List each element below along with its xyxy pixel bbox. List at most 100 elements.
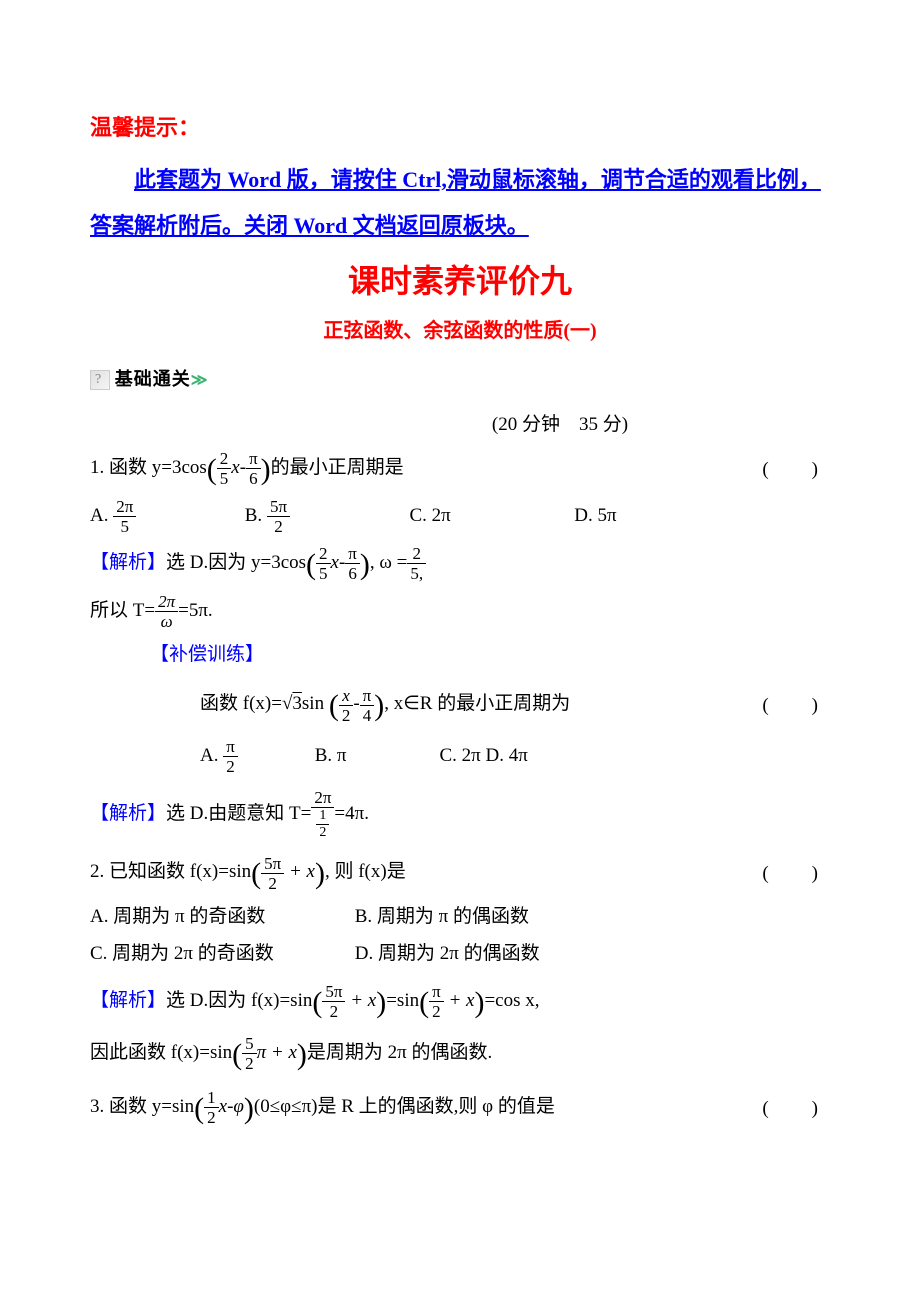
- q1-om-d: 5,: [407, 564, 426, 582]
- q2-optD: D. 周期为 2π 的偶函数: [355, 943, 540, 964]
- q1-suffix: 的最小正周期是: [271, 457, 404, 478]
- q2-options-cd: C. 周期为 2π 的奇函数 D. 周期为 2π 的偶函数: [90, 939, 830, 969]
- q1-optB-num: 5π: [267, 498, 290, 517]
- q1-optC: C. 2π: [410, 501, 570, 531]
- q2-f2n: π: [429, 983, 444, 1002]
- supp-optD: D. 4π: [486, 745, 528, 766]
- question-2: 2. 已知函数 f(x)=sin(5π2 + x), 则 f(x)是 ( ): [90, 850, 830, 898]
- q2-f1d: 2: [322, 1002, 345, 1020]
- supp-optA-n: π: [223, 738, 238, 757]
- hint-title: 温馨提示：: [90, 110, 830, 145]
- q1a-f1d: 5: [316, 564, 331, 582]
- instruction-text: 此套题为 Word 版，请按住 Ctrl,滑动鼠标滚轴，调节合适的观看比例，答案…: [90, 157, 830, 249]
- q3-fd: 2: [204, 1108, 219, 1126]
- time-info: (20 分钟 35 分): [90, 410, 830, 440]
- q1-optA-den: 5: [113, 517, 136, 535]
- q1-var: x: [231, 457, 239, 478]
- analysis-label: 【解析】: [90, 552, 166, 573]
- q1-frac1-den: 5: [217, 469, 232, 487]
- supp-analysis: 【解析】选 D.由题意知 T=2π12 =4π.: [90, 789, 830, 840]
- q2-optA: A. 周期为 π 的奇函数: [90, 902, 350, 932]
- q2-options-ab: A. 周期为 π 的奇函数 B. 周期为 π 的偶函数: [90, 902, 830, 932]
- q2-suffix: , 则 f(x)是: [325, 861, 406, 882]
- q2-optB: B. 周期为 π 的偶函数: [355, 906, 529, 927]
- q3-phi: x-φ: [219, 1096, 244, 1117]
- q1-ana-1b: , ω =: [370, 552, 407, 573]
- q2-prefix: 2. 已知函数 f(x)=sin: [90, 861, 251, 882]
- supp-prefix: 函数 f(x)=: [200, 693, 282, 714]
- supplement-question: 函数 f(x)=√3sin (x2-π4), x∈R 的最小正周期为 ( ): [200, 682, 830, 730]
- q1-frac1-num: 2: [217, 450, 232, 469]
- q1-ana-1a: 选 D.因为 y=3cos: [166, 552, 306, 573]
- supp-sin: sin: [302, 693, 329, 714]
- q2-pix: π + x: [257, 1042, 297, 1063]
- q2-ana-1a: 选 D.因为 f(x)=sin: [166, 990, 312, 1011]
- supp-sqrt: 3: [292, 693, 302, 714]
- q2-fn: 5π: [261, 855, 284, 874]
- supp-Tdd: 2: [316, 825, 329, 840]
- section-label: 基础通关: [115, 369, 191, 389]
- supp-f1d: 2: [339, 706, 354, 724]
- question-mark-icon: [90, 370, 110, 390]
- supp-optB: B. π: [315, 741, 435, 771]
- q2-px: + x: [284, 861, 315, 882]
- q2-analysis-2: 因此函数 f(x)=sin(52π + x)是周期为 2π 的偶函数.: [90, 1031, 830, 1079]
- q2-px3: + x: [444, 990, 475, 1011]
- q1-ana-2b: =5π.: [178, 600, 213, 621]
- q2-f3n: 5: [242, 1035, 257, 1054]
- q2-analysis-1: 【解析】选 D.因为 f(x)=sin(5π2 + x)=sin(π2 + x)…: [90, 979, 830, 1027]
- section-banner: 基础通关≫: [90, 365, 205, 396]
- q3-prefix: 3. 函数 y=sin: [90, 1096, 194, 1117]
- q3-cond: (0≤φ≤π)是 R 上的偶函数,则 φ 的值是: [254, 1096, 555, 1117]
- supp-f2n: π: [360, 687, 375, 706]
- q1a-f2d: 6: [345, 564, 360, 582]
- q1-frac2-den: 6: [246, 469, 261, 487]
- q1-om-n: 2: [407, 545, 426, 564]
- sub-title: 正弦函数、余弦函数的性质(一): [90, 315, 830, 347]
- supp-optA-d: 2: [223, 757, 238, 775]
- q1-options: A. 2π5 B. 5π2 C. 2π D. 5π: [90, 498, 830, 535]
- q2-fd: 2: [261, 874, 284, 892]
- q2-ana-2a: 因此函数 f(x)=sin: [90, 1042, 232, 1063]
- q1-ana-2a: 所以 T=: [90, 600, 155, 621]
- q1-optB-den: 2: [267, 517, 290, 535]
- q2-ana-1b: =sin: [386, 990, 419, 1011]
- supp-optC: C. 2π: [440, 745, 481, 766]
- supp-f2d: 4: [360, 706, 375, 724]
- q2-ana-2b: 是周期为 2π 的偶函数.: [307, 1042, 492, 1063]
- supp-suffix: , x∈R 的最小正周期为: [384, 693, 570, 714]
- q1-analysis-1: 【解析】选 D.因为 y=3cos(25x-π6), ω =25,: [90, 541, 830, 589]
- answer-blank: ( ): [762, 455, 830, 485]
- q1-T-n: 2π: [155, 593, 178, 612]
- q2-px2: + x: [345, 990, 376, 1011]
- supp-Tdn: 1: [316, 809, 329, 825]
- supp-Tn: 2π: [311, 789, 334, 808]
- question-3: 3. 函数 y=sin(12x-φ)(0≤φ≤π)是 R 上的偶函数,则 φ 的…: [90, 1085, 830, 1133]
- q2-ana-1c: =cos x,: [484, 990, 539, 1011]
- q2-f3d: 2: [242, 1054, 257, 1072]
- q3-fn: 1: [204, 1089, 219, 1108]
- q1-optD: D. 5π: [574, 501, 694, 531]
- supp-options: A. π2 B. π C. 2π D. 4π: [200, 738, 830, 775]
- analysis-label: 【解析】: [90, 803, 166, 824]
- q1-optA-num: 2π: [113, 498, 136, 517]
- question-1: 1. 函数 y=3cos(25x-π6)的最小正周期是 ( ): [90, 446, 830, 494]
- q2-f1n: 5π: [322, 983, 345, 1002]
- q1-prefix: 1. 函数 y=3cos: [90, 457, 207, 478]
- q1a-var: x: [331, 552, 339, 573]
- supplement-label: 【补偿训练】: [150, 640, 830, 670]
- main-title: 课时素养评价九: [90, 256, 830, 307]
- q1a-f1n: 2: [316, 545, 331, 564]
- supp-ana-b: =4π.: [334, 803, 369, 824]
- answer-blank: ( ): [762, 1094, 830, 1124]
- q1-T-d: ω: [155, 612, 178, 630]
- supp-f1n: x: [339, 687, 354, 706]
- q2-f2d: 2: [429, 1002, 444, 1020]
- supp-ana-a: 选 D.由题意知 T=: [166, 803, 311, 824]
- chevron-right-icon: ≫: [191, 372, 205, 389]
- q1-analysis-2: 所以 T=2πω=5π.: [90, 593, 830, 630]
- answer-blank: ( ): [762, 859, 830, 889]
- analysis-label: 【解析】: [90, 990, 166, 1011]
- q1a-f2n: π: [345, 545, 360, 564]
- q2-optC: C. 周期为 2π 的奇函数: [90, 939, 350, 969]
